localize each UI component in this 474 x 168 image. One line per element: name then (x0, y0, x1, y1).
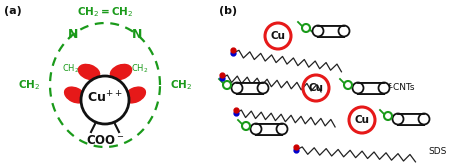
Bar (256, 123, 282, 135)
Ellipse shape (353, 82, 364, 94)
Text: CH$_2$: CH$_2$ (18, 78, 40, 92)
Text: N: N (132, 28, 143, 41)
Text: SDS: SDS (428, 146, 447, 156)
Ellipse shape (125, 87, 146, 103)
Ellipse shape (257, 82, 268, 94)
Text: Cu: Cu (309, 83, 323, 93)
Text: Cu$^{++}$: Cu$^{++}$ (87, 90, 123, 106)
Text: (b): (b) (219, 6, 237, 16)
Ellipse shape (419, 114, 429, 124)
Bar (237, 82, 263, 94)
Text: N: N (67, 28, 78, 41)
Bar (358, 82, 384, 94)
Ellipse shape (338, 26, 349, 36)
Bar (398, 114, 424, 124)
Circle shape (81, 76, 129, 124)
Ellipse shape (392, 114, 403, 124)
Ellipse shape (276, 123, 288, 135)
Text: CH$_2$: CH$_2$ (62, 63, 79, 75)
Text: Cu: Cu (355, 115, 370, 125)
Text: CH$_2$$\mathbf{=}$CH$_2$: CH$_2$$\mathbf{=}$CH$_2$ (77, 5, 133, 19)
Text: Cu: Cu (271, 31, 285, 41)
Ellipse shape (231, 82, 243, 94)
Ellipse shape (64, 87, 85, 103)
Text: (a): (a) (4, 6, 22, 16)
Bar (318, 26, 344, 36)
Ellipse shape (250, 123, 262, 135)
Text: f-CNTs: f-CNTs (388, 83, 416, 93)
Text: COO$^-$: COO$^-$ (86, 134, 124, 146)
Text: CH$_2$: CH$_2$ (131, 63, 148, 75)
Ellipse shape (78, 64, 100, 80)
Ellipse shape (110, 64, 132, 80)
Ellipse shape (379, 82, 390, 94)
Ellipse shape (312, 26, 323, 36)
Text: CH$_2$: CH$_2$ (170, 78, 192, 92)
